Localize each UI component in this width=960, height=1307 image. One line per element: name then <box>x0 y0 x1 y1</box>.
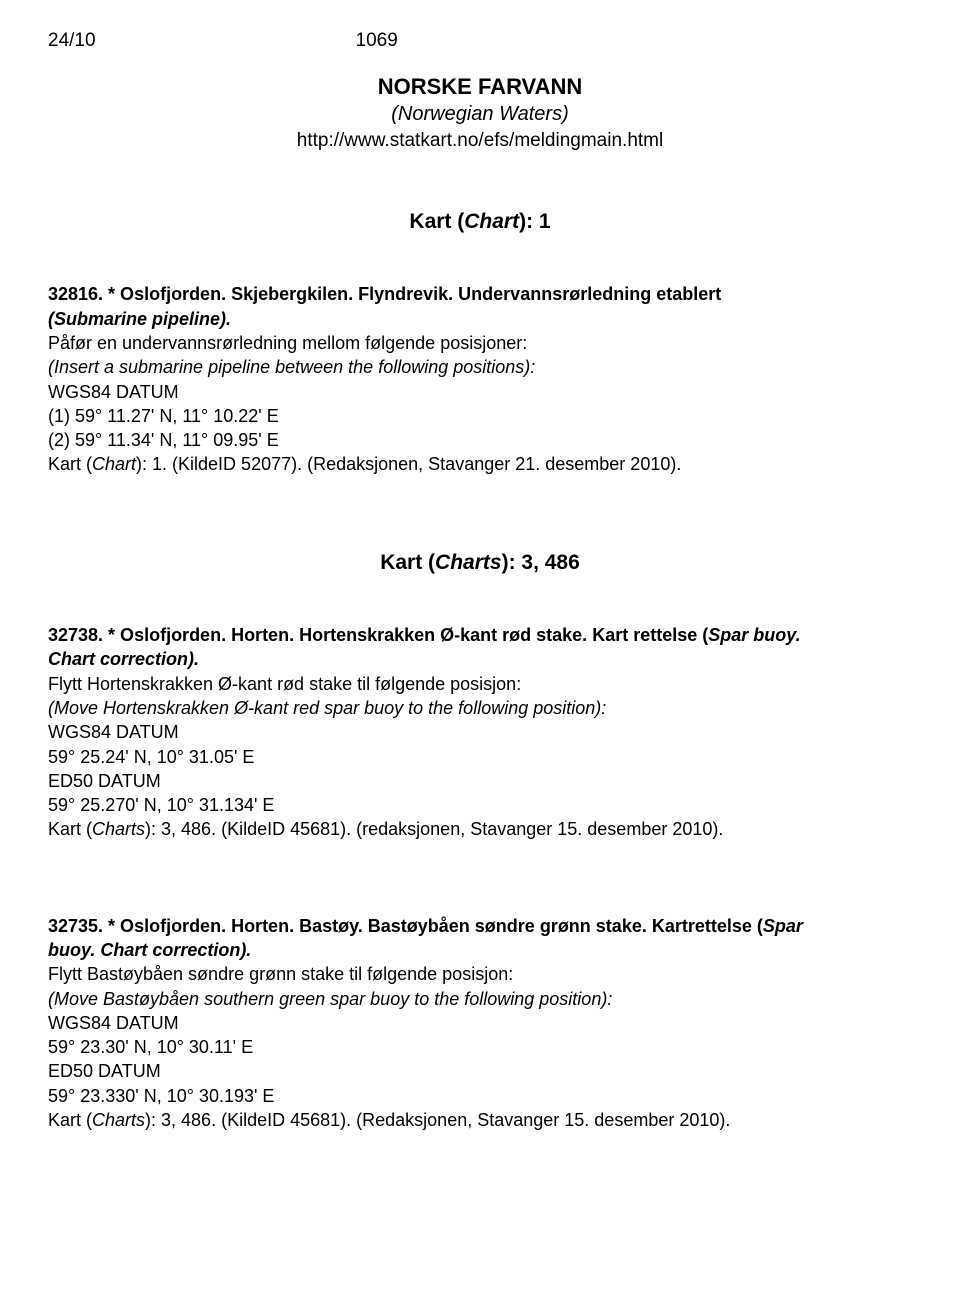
header-right: 1069 <box>356 28 398 54</box>
position-ed50: 59° 25.270' N, 10° 31.134' E <box>48 793 912 817</box>
ref-italic: Chart <box>92 454 136 474</box>
heading-suffix: ): 1 <box>519 210 551 233</box>
position-wgs84: 59° 25.24' N, 10° 31.05' E <box>48 745 912 769</box>
datum: WGS84 DATUM <box>48 380 912 404</box>
datum-ed50: ED50 DATUM <box>48 769 912 793</box>
notice-id: 32738. * Oslofjorden. Horten. <box>48 625 294 645</box>
heading-prefix: Kart ( <box>409 210 464 233</box>
ref-suffix: ): 1. (KildeID 52077). (Redaksjonen, Sta… <box>136 454 681 474</box>
instruction-no: Bastøybåen søndre grønn stake til følgen… <box>87 964 513 984</box>
title-url: http://www.statkart.no/efs/meldingmain.h… <box>48 128 912 154</box>
notice-id: 32735. * Oslofjorden. Horten. Bastøy. <box>48 916 363 936</box>
header-left: 24/10 <box>48 28 96 54</box>
position-ed50: 59° 23.330' N, 10° 30.193' E <box>48 1084 912 1108</box>
notice-type: Kart rettelse ( <box>587 625 708 645</box>
ref-italic: Charts <box>92 1110 145 1130</box>
ref-prefix: Kart ( <box>48 454 92 474</box>
instruction-en: (Move Bastøybåen southern green spar buo… <box>48 987 912 1011</box>
heading-italic: Charts <box>435 551 502 574</box>
notice-type-en2: buoy. Chart correction). <box>48 940 251 960</box>
notice-type-en: Spar <box>763 916 803 936</box>
position-1: (1) 59° 11.27' N, 11° 10.22' E <box>48 404 912 428</box>
ref-prefix: Kart ( <box>48 819 92 839</box>
notice-title-en: (Submarine pipeline). <box>48 309 231 329</box>
instruction-no: Påfør en undervannsrørledning mellom føl… <box>48 331 912 355</box>
page-header: 24/10 1069 <box>48 28 912 54</box>
position-wgs84: 59° 23.30' N, 10° 30.11' E <box>48 1035 912 1059</box>
position-2: (2) 59° 11.34' N, 11° 09.95' E <box>48 428 912 452</box>
instruction-en: (Insert a submarine pipeline between the… <box>48 355 912 379</box>
notice-loc: Bastøybåen søndre grønn stake. <box>363 916 647 936</box>
notice-type: Kartrettelse ( <box>647 916 763 936</box>
chart-heading-1: Kart (Chart): 1 <box>48 208 912 236</box>
notice-title: Undervannsrørledning etablert <box>453 284 721 304</box>
ref-prefix: Kart ( <box>48 1110 92 1130</box>
title-subtitle: (Norwegian Waters) <box>48 101 912 128</box>
instruction-prefix: Flytt <box>48 674 87 694</box>
notice-type-en2: Chart correction). <box>48 649 199 669</box>
notice-32738: 32738. * Oslofjorden. Horten. Hortenskra… <box>48 623 912 842</box>
title-main: NORSKE FARVANN <box>48 72 912 102</box>
ref-suffix: ): 3, 486. (KildeID 45681). (redaksjonen… <box>145 819 723 839</box>
notice-id: 32816. * Oslofjorden. Skjebergkilen. Fly… <box>48 284 453 304</box>
heading-suffix: ): 3, 486 <box>502 551 580 574</box>
notice-type-en: Spar buoy. <box>708 625 800 645</box>
notice-32816: 32816. * Oslofjorden. Skjebergkilen. Fly… <box>48 282 912 476</box>
chart-heading-2: Kart (Charts): 3, 486 <box>48 549 912 577</box>
datum-wgs84: WGS84 DATUM <box>48 1011 912 1035</box>
instruction-en: (Move Hortenskrakken Ø-kant red spar buo… <box>48 696 912 720</box>
title-block: NORSKE FARVANN (Norwegian Waters) http:/… <box>48 72 912 154</box>
instruction-prefix: Flytt <box>48 964 87 984</box>
notice-32735: 32735. * Oslofjorden. Horten. Bastøy. Ba… <box>48 914 912 1133</box>
heading-italic: Chart <box>464 210 519 233</box>
heading-prefix: Kart ( <box>380 551 435 574</box>
ref-italic: Charts <box>92 819 145 839</box>
datum-ed50: ED50 DATUM <box>48 1059 912 1083</box>
ref-suffix: ): 3, 486. (KildeID 45681). (Redaksjonen… <box>145 1110 730 1130</box>
notice-loc: Hortenskrakken Ø-kant rød stake. <box>294 625 587 645</box>
instruction-no: Hortenskrakken Ø-kant rød stake til følg… <box>87 674 521 694</box>
datum-wgs84: WGS84 DATUM <box>48 720 912 744</box>
